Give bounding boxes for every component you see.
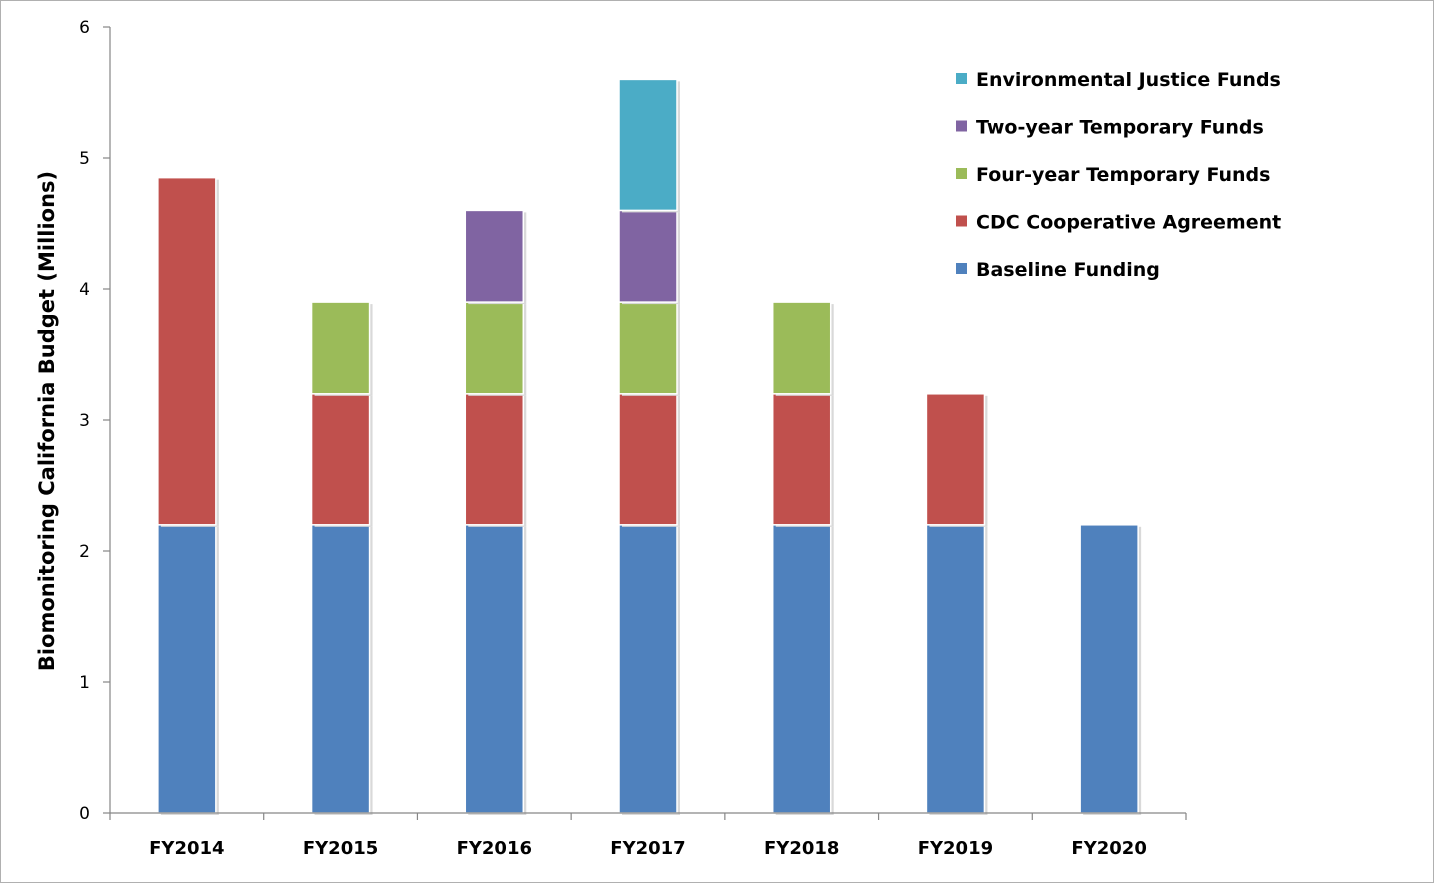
legend-swatch [956,263,967,274]
bar-segment-baseline-funding-fy2016 [464,524,525,814]
bar-segment-environmental-justice-funds-fy2017 [618,78,678,212]
bar-segment-two-year-temporary-funds-fy2016 [464,209,525,303]
x-tick-label: FY2020 [1071,838,1146,859]
y-tick-label: 2 [79,542,90,562]
y-tick-label: 6 [79,18,90,38]
legend-label: Four-year Temporary Funds [976,164,1270,186]
bar-segment-two-year-temporary-funds-fy2017 [618,209,678,303]
x-tick-label: FY2014 [149,838,224,859]
bar-segment-baseline-funding-fy2017 [618,524,678,814]
bars-layer [157,78,1142,815]
bar-segment-baseline-funding-fy2018 [771,524,832,814]
x-tick-label: FY2015 [303,838,378,859]
axes-layer [103,26,1187,820]
bar-segment-baseline-funding-fy2014 [157,524,217,814]
legend-swatch [956,73,967,84]
legend-label: Two-year Temporary Funds [976,117,1264,139]
x-tick-label: FY2017 [610,838,685,859]
bar-segment-cdc-cooperative-agreement-fy2017 [618,393,678,526]
y-tick-label: 5 [79,149,90,169]
y-tick-label: 0 [79,804,90,824]
legend: Environmental Justice Funds Two-year Temp… [956,69,1281,281]
bar-segment-cdc-cooperative-agreement-fy2019 [925,393,986,526]
legend-swatch [956,168,967,179]
bar-segment-cdc-cooperative-agreement-fy2014 [157,176,217,526]
bar-segment-four-year-temporary-funds-fy2016 [464,301,525,395]
bar-segment-baseline-funding-fy2020 [1079,524,1139,814]
bar-segment-four-year-temporary-funds-fy2018 [771,301,832,395]
bar-segment-baseline-funding-fy2015 [310,524,371,814]
legend-label: Environmental Justice Funds [976,69,1281,91]
bar-segment-cdc-cooperative-agreement-fy2016 [464,393,525,526]
legend-label: Baseline Funding [976,259,1160,281]
bar-segment-cdc-cooperative-agreement-fy2018 [771,393,832,526]
bar-segment-four-year-temporary-funds-fy2015 [310,301,371,395]
y-axis-title: Biomonitoring California Budget (Million… [35,171,59,671]
bar-segment-four-year-temporary-funds-fy2017 [618,301,678,395]
legend-label: CDC Cooperative Agreement [976,212,1281,234]
x-tick-label: FY2018 [764,838,839,859]
y-tick-label: 4 [79,280,90,300]
x-tick-label: FY2019 [918,838,993,859]
legend-swatch [956,120,967,132]
legend-swatch [956,215,967,227]
bar-segment-cdc-cooperative-agreement-fy2015 [310,393,371,526]
labels-layer: 0 1 2 3 4 5 6 FY2014 FY2015 FY2016 FY2017 FY2018 FY2… [79,18,1147,859]
bar-segment-baseline-funding-fy2019 [925,524,986,814]
y-tick-label: 3 [79,411,90,431]
x-tick-label: FY2016 [457,838,532,859]
y-tick-label: 1 [79,673,90,693]
